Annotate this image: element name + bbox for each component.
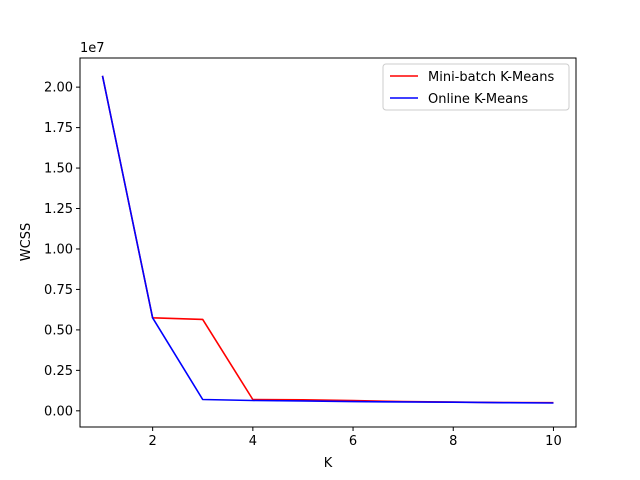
legend-label-mini-batch: Mini-batch K-Means <box>428 70 554 85</box>
y-tick-label: 1.50 <box>44 162 73 177</box>
x-axis-label: K <box>324 456 333 471</box>
x-tick-label: 10 <box>545 434 562 449</box>
y-tick-label: 0.25 <box>44 364 73 379</box>
y-axis-label: WCSS <box>19 223 34 261</box>
y-tick-label: 0.50 <box>44 323 73 338</box>
legend: Mini-batch K-Means Online K-Means <box>382 63 570 111</box>
series-line-1 <box>101 75 554 404</box>
y-tick-label: 0.75 <box>44 283 73 298</box>
y-offset-text: 1e7 <box>80 41 105 56</box>
plot-frame <box>79 57 577 428</box>
legend-label-online: Online K-Means <box>428 92 528 107</box>
y-tick-label: 0.00 <box>44 404 73 419</box>
y-tick-label: 1.25 <box>44 202 73 217</box>
series-layer <box>101 75 554 404</box>
series-line-0 <box>101 75 554 404</box>
ticks-layer: 2 4 6 8 10 0.00 0.25 0.50 0.75 1.00 1.25 1.50 1.75 2.… <box>44 81 562 449</box>
y-tick-label: 2.00 <box>44 81 73 96</box>
x-tick-label: 2 <box>149 434 157 449</box>
y-tick-label: 1.00 <box>44 242 73 257</box>
x-tick-label: 4 <box>249 434 257 449</box>
y-tick-label: 1.75 <box>44 121 73 136</box>
x-tick-label: 8 <box>449 434 457 449</box>
legend-frame <box>382 63 570 111</box>
x-tick-label: 6 <box>349 434 357 449</box>
